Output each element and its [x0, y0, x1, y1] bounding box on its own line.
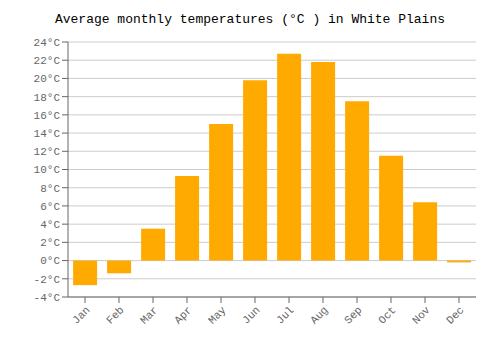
svg-text:Jul: Jul — [274, 304, 296, 326]
svg-text:6°C: 6°C — [40, 201, 60, 213]
svg-text:8°C: 8°C — [40, 183, 60, 195]
svg-text:Feb: Feb — [104, 304, 126, 326]
html-text:Average monthly temperatures (: Average monthly temperatures (°C ) in Wh… — [55, 12, 445, 27]
svg-text:0°C: 0°C — [40, 255, 60, 267]
svg-text:Jan: Jan — [70, 304, 92, 326]
svg-text:22°C: 22°C — [34, 55, 61, 67]
svg-text:2°C: 2°C — [40, 237, 60, 249]
svg-text:Sep: Sep — [342, 304, 364, 326]
svg-text:Mar: Mar — [138, 304, 160, 326]
svg-text:24°C: 24°C — [34, 37, 61, 49]
svg-text:-4°C: -4°C — [34, 292, 61, 304]
svg-text:20°C: 20°C — [34, 73, 61, 85]
svg-text:4°C: 4°C — [40, 219, 60, 231]
svg-text:Jun: Jun — [240, 304, 262, 326]
svg-text:May: May — [206, 304, 229, 327]
svg-text:Dec: Dec — [444, 304, 466, 326]
svg-text:Oct: Oct — [376, 304, 398, 326]
svg-text:10°C: 10°C — [34, 164, 61, 176]
svg-text:Aug: Aug — [308, 304, 330, 326]
svg-text:14°C: 14°C — [34, 128, 61, 140]
svg-text:Apr: Apr — [172, 304, 194, 326]
svg-text:18°C: 18°C — [34, 92, 61, 104]
svg-text:16°C: 16°C — [34, 110, 61, 122]
svg-text:-2°C: -2°C — [34, 274, 61, 286]
svg-text:Nov: Nov — [410, 304, 433, 327]
svg-text:12°C: 12°C — [34, 146, 61, 158]
